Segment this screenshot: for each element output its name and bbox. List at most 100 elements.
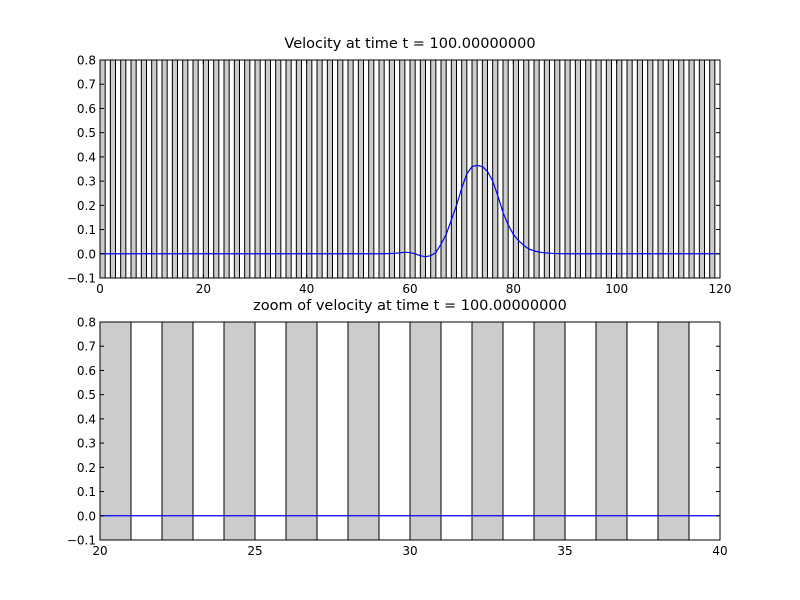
velocity-band xyxy=(192,59,199,279)
zoom-band xyxy=(161,321,194,541)
velocity-band xyxy=(585,59,592,279)
zoom-band xyxy=(347,321,380,541)
velocity-band xyxy=(388,59,396,279)
velocity-band xyxy=(409,59,416,279)
velocity-band xyxy=(595,59,602,279)
velocity-y-tick-label: −0.1 xyxy=(67,272,96,286)
zoom-band xyxy=(409,321,442,541)
velocity-band xyxy=(605,59,612,279)
zoom-band xyxy=(657,321,690,541)
velocity-band xyxy=(347,59,354,279)
velocity-band xyxy=(140,59,147,279)
velocity-y-tick-label: 0.1 xyxy=(77,223,96,237)
zoom-band xyxy=(223,321,256,541)
velocity-band xyxy=(657,59,664,279)
velocity-y-tick-label: 0.6 xyxy=(77,102,96,116)
zoom-band xyxy=(471,321,504,541)
velocity-band xyxy=(295,59,303,279)
velocity-band xyxy=(120,59,127,279)
zoom-band xyxy=(533,321,566,541)
velocity-band xyxy=(678,59,685,279)
velocity-band xyxy=(502,59,509,279)
velocity-band xyxy=(109,59,117,279)
velocity-band xyxy=(512,59,519,279)
velocity-band xyxy=(564,59,571,279)
zoom-x-tick-label: 20 xyxy=(92,544,107,558)
zoom-band xyxy=(99,321,132,541)
velocity-axis-ticks xyxy=(99,59,721,279)
velocity-band xyxy=(202,59,209,279)
zoom-x-tick-label: 25 xyxy=(247,544,262,558)
velocity-axis-labels: 0 20 40 60 80 100 120 −0.1 0.0 0.1 0.2 0.3 0.4 0.5 0.6… xyxy=(67,54,732,297)
velocity-band xyxy=(698,59,705,279)
velocity-band xyxy=(275,59,282,279)
velocity-band xyxy=(450,59,458,279)
zoom-band xyxy=(595,321,628,541)
velocity-band xyxy=(182,59,189,279)
velocity-band xyxy=(440,59,447,279)
velocity-band xyxy=(461,59,468,279)
velocity-chart: 0 20 40 60 80 100 120 −0.1 0.0 0.1 0.2 0.3 0.4 0.5 0.6… xyxy=(67,36,732,296)
velocity-band xyxy=(326,59,334,279)
velocity-band xyxy=(285,59,292,279)
velocity-band xyxy=(492,59,499,279)
velocity-band xyxy=(636,59,643,279)
zoom-y-tick-label: −0.1 xyxy=(67,534,96,548)
velocity-series-line xyxy=(100,164,720,258)
velocity-band xyxy=(430,59,437,279)
zoom-y-tick-label: 0.2 xyxy=(77,461,96,475)
zoom-y-tick-label: 0.1 xyxy=(77,485,96,499)
zoom-band xyxy=(285,321,318,541)
zoom-y-tick-label: 0.6 xyxy=(77,364,96,378)
velocity-band xyxy=(244,59,251,279)
velocity-band xyxy=(554,59,561,279)
velocity-x-tick-label: 0 xyxy=(96,282,104,296)
zoom-chart-title: zoom of velocity at time t = 100.0000000… xyxy=(253,298,567,314)
velocity-x-tick-label: 60 xyxy=(402,282,417,296)
zoom-bands xyxy=(99,321,690,541)
zoom-y-tick-label: 0.8 xyxy=(77,316,96,330)
velocity-band xyxy=(626,59,633,279)
velocity-band xyxy=(419,59,427,279)
velocity-y-tick-label: 0.8 xyxy=(77,54,96,68)
velocity-y-tick-label: 0.5 xyxy=(77,126,96,140)
velocity-band xyxy=(378,59,385,279)
velocity-x-tick-label: 40 xyxy=(299,282,314,296)
velocity-y-tick-label: 0.4 xyxy=(77,150,96,164)
zoom-y-tick-label: 0.4 xyxy=(77,412,96,426)
velocity-x-tick-label: 100 xyxy=(605,282,628,296)
velocity-band xyxy=(337,59,344,279)
zoom-x-tick-label: 30 xyxy=(402,544,417,558)
velocity-band xyxy=(667,59,674,279)
velocity-y-tick-label: 0.3 xyxy=(77,175,96,189)
zoom-y-tick-label: 0.0 xyxy=(77,509,96,523)
velocity-band xyxy=(233,59,240,279)
velocity-band xyxy=(316,59,323,279)
zoom-y-tick-label: 0.3 xyxy=(77,437,96,451)
velocity-band xyxy=(171,59,178,279)
velocity-band xyxy=(99,59,106,279)
velocity-x-tick-label: 80 xyxy=(506,282,521,296)
zoom-y-tick-label: 0.7 xyxy=(77,340,96,354)
velocity-band xyxy=(647,59,654,279)
velocity-y-tick-label: 0.2 xyxy=(77,199,96,213)
velocity-band xyxy=(709,59,716,279)
velocity-band xyxy=(223,59,230,279)
velocity-band xyxy=(471,59,478,279)
velocity-band xyxy=(264,59,272,279)
velocity-x-tick-label: 20 xyxy=(196,282,211,296)
zoom-y-tick-label: 0.5 xyxy=(77,388,96,402)
velocity-band xyxy=(399,59,406,279)
velocity-band xyxy=(533,59,540,279)
velocity-y-tick-label: 0.0 xyxy=(77,247,96,261)
velocity-band xyxy=(213,59,220,279)
velocity-band xyxy=(306,59,313,279)
velocity-band xyxy=(543,59,550,279)
velocity-band xyxy=(151,59,158,279)
velocity-band xyxy=(357,59,365,279)
velocity-band xyxy=(161,59,168,279)
velocity-band xyxy=(130,59,137,279)
zoom-axis-labels: 20 25 30 35 40 −0.1 0.0 0.1 0.2 0.3 0.4 0.5 0.6 0.7 0.… xyxy=(67,316,728,559)
zoom-x-tick-label: 35 xyxy=(557,544,572,558)
